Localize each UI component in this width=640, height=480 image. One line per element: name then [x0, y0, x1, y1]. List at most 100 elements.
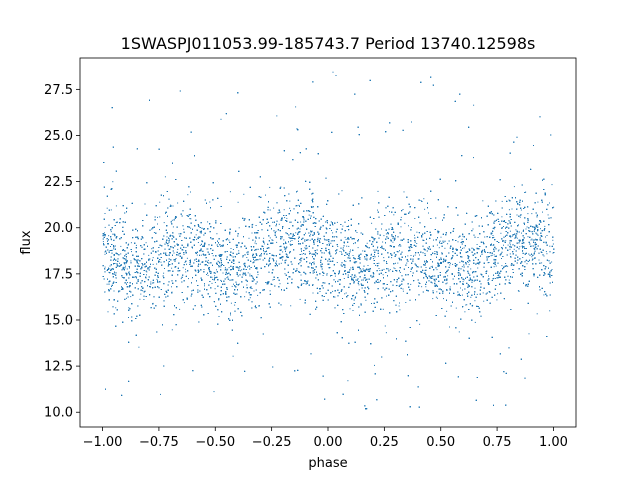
data-point — [190, 218, 192, 220]
data-point — [218, 265, 220, 266]
data-point — [336, 262, 338, 263]
data-point — [310, 233, 312, 235]
data-point — [139, 298, 141, 300]
data-point — [263, 243, 265, 245]
data-point — [522, 257, 524, 258]
data-point — [295, 270, 296, 272]
data-point — [504, 221, 505, 223]
data-point — [543, 294, 545, 296]
data-point — [421, 286, 423, 288]
data-point — [443, 241, 445, 243]
data-point — [526, 226, 528, 228]
data-point — [163, 222, 165, 224]
data-point — [300, 221, 302, 223]
data-point — [204, 285, 205, 287]
data-point — [424, 208, 426, 210]
data-point — [450, 262, 451, 264]
data-point — [290, 240, 291, 242]
data-point — [359, 257, 361, 259]
data-point — [493, 222, 495, 224]
data-point — [468, 264, 470, 266]
data-point — [276, 260, 277, 262]
data-point — [466, 304, 468, 306]
data-point — [528, 253, 530, 255]
data-point — [115, 277, 117, 279]
data-point — [347, 380, 349, 382]
data-point — [435, 296, 437, 298]
data-point — [507, 244, 509, 246]
data-point — [247, 272, 249, 274]
data-point — [207, 259, 209, 261]
data-point — [304, 247, 306, 249]
data-point — [238, 267, 240, 269]
data-point — [393, 267, 395, 269]
data-point — [476, 293, 478, 295]
data-point — [269, 209, 271, 211]
data-point — [278, 223, 280, 225]
data-point — [133, 258, 135, 260]
data-point — [330, 221, 332, 223]
data-point — [323, 238, 325, 240]
data-point — [128, 272, 129, 274]
data-point — [272, 279, 274, 281]
data-point — [345, 260, 347, 262]
data-point — [433, 278, 435, 280]
data-point — [470, 296, 472, 298]
data-point — [218, 261, 220, 263]
data-point — [525, 228, 527, 230]
data-point — [249, 273, 251, 275]
data-point — [462, 235, 464, 237]
data-point — [353, 243, 354, 245]
data-point — [182, 267, 184, 269]
data-point — [220, 245, 221, 247]
data-point — [464, 311, 466, 313]
data-point — [273, 207, 275, 209]
data-point — [484, 236, 486, 238]
data-point — [126, 268, 128, 270]
data-point — [402, 290, 404, 292]
data-point — [246, 252, 248, 254]
data-point — [296, 190, 298, 192]
data-point — [279, 246, 281, 248]
data-point — [224, 267, 226, 269]
data-point — [490, 255, 492, 257]
data-point — [249, 297, 251, 299]
data-point — [382, 241, 384, 243]
data-point — [130, 260, 132, 262]
data-point — [332, 290, 334, 292]
data-point — [254, 260, 256, 262]
data-point — [184, 237, 185, 239]
data-point — [336, 221, 338, 223]
data-point — [510, 256, 512, 258]
data-point — [298, 237, 299, 239]
data-point — [493, 254, 495, 256]
data-point — [303, 283, 305, 284]
data-point — [331, 240, 333, 242]
data-point — [231, 279, 233, 281]
data-point — [183, 302, 185, 304]
data-point — [374, 364, 375, 366]
data-point — [220, 266, 222, 268]
data-point — [542, 211, 543, 213]
data-point — [447, 243, 449, 245]
data-point — [440, 236, 442, 238]
data-point — [342, 225, 344, 227]
data-point — [509, 230, 511, 232]
data-point — [531, 238, 533, 240]
data-point — [541, 262, 543, 264]
data-point — [344, 236, 346, 238]
data-point — [115, 205, 117, 207]
data-point — [544, 225, 546, 227]
data-point — [224, 269, 226, 271]
data-point — [495, 265, 497, 267]
data-point — [332, 71, 334, 73]
data-point — [257, 294, 259, 296]
data-point — [378, 255, 379, 257]
data-point — [392, 241, 394, 243]
data-point — [269, 258, 270, 260]
data-point — [171, 246, 173, 248]
data-point — [288, 236, 290, 238]
data-point — [153, 232, 155, 233]
data-point — [299, 298, 301, 300]
data-point — [387, 268, 389, 270]
